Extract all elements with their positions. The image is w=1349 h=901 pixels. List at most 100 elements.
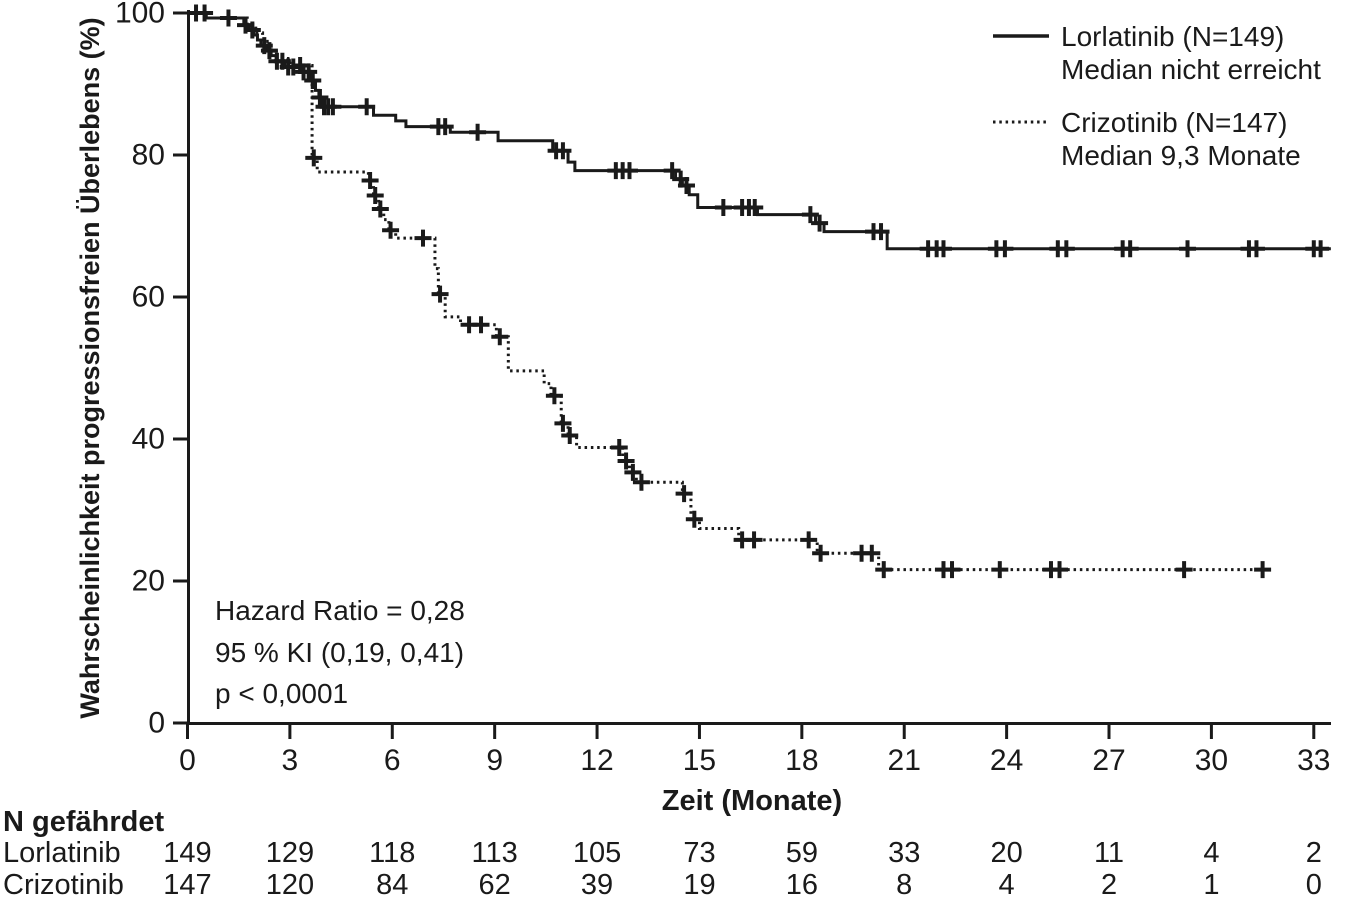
censor-mark-crizotinib xyxy=(1051,561,1069,579)
legend-sublabel-lorlatinib: Median nicht erreicht xyxy=(1061,54,1321,85)
censor-mark-crizotinib xyxy=(632,473,650,491)
x-tick-label: 9 xyxy=(486,744,503,777)
x-tick-label: 33 xyxy=(1297,744,1330,777)
y-tick-label: 20 xyxy=(132,565,165,598)
censor-mark-crizotinib xyxy=(685,510,703,528)
risk-table: N gefährdet Lorlatinib Crizotinib xyxy=(3,806,164,901)
censor-mark-lorlatinib xyxy=(677,177,695,195)
censor-mark-lorlatinib xyxy=(1057,240,1075,258)
x-tick-label: 30 xyxy=(1195,744,1228,777)
censor-mark-lorlatinib xyxy=(196,4,214,22)
risk-value: 20 xyxy=(990,837,1022,869)
censor-mark-crizotinib xyxy=(561,426,579,444)
y-tick-label: 100 xyxy=(115,0,165,30)
risk-value: 11 xyxy=(1094,837,1124,869)
risk-value: 84 xyxy=(376,869,408,901)
legend-sublabel-crizotinib: Median 9,3 Monate xyxy=(1061,140,1301,171)
censor-mark-crizotinib xyxy=(382,221,400,239)
censor-mark-lorlatinib xyxy=(620,162,638,180)
risk-value: 113 xyxy=(472,837,518,869)
risk-value: 2 xyxy=(1101,869,1117,901)
x-tick-label: 27 xyxy=(1092,744,1125,777)
censor-mark-crizotinib xyxy=(745,531,763,549)
risk-value: 2 xyxy=(1306,837,1322,869)
risk-value: 4 xyxy=(999,869,1015,901)
censor-mark-lorlatinib xyxy=(1179,240,1197,258)
censor-mark-crizotinib xyxy=(863,544,881,562)
censor-mark-crizotinib xyxy=(943,561,961,579)
censor-mark-lorlatinib xyxy=(996,240,1014,258)
axes: 0 20 40 60 80 100 0 3 6 9 12 15 18 21 24 27 30 33 xyxy=(115,0,1331,777)
hazard-ratio-text: Hazard Ratio = 0,28 xyxy=(215,595,465,626)
p-value-text: p < 0,0001 xyxy=(215,678,348,709)
censor-mark-lorlatinib xyxy=(311,88,329,106)
y-tick-label: 60 xyxy=(132,281,165,314)
censor-mark-lorlatinib xyxy=(436,118,454,136)
risk-value: 129 xyxy=(266,837,314,869)
censor-mark-crizotinib xyxy=(610,439,628,457)
risk-value: 59 xyxy=(786,837,818,869)
censor-mark-lorlatinib xyxy=(663,162,681,180)
censor-mark-crizotinib xyxy=(291,57,309,75)
censor-mark-lorlatinib xyxy=(469,123,487,141)
censor-mark-lorlatinib xyxy=(714,199,732,217)
x-tick-label: 15 xyxy=(683,744,716,777)
risk-row-label-lorlatinib: Lorlatinib xyxy=(3,837,121,869)
censor-mark-lorlatinib xyxy=(300,63,318,81)
risk-value: 39 xyxy=(581,869,613,901)
y-axis-title: Wahrscheinlichkeit progressionsfreien Üb… xyxy=(75,17,105,718)
censor-mark-lorlatinib xyxy=(872,223,890,241)
risk-value: 33 xyxy=(888,837,920,869)
censor-mark-crizotinib xyxy=(875,561,893,579)
risk-value: 16 xyxy=(786,869,818,901)
censor-mark-crizotinib xyxy=(554,414,572,432)
censor-mark-lorlatinib xyxy=(324,98,342,116)
x-tick-label: 3 xyxy=(282,744,299,777)
x-tick-label: 21 xyxy=(888,744,921,777)
x-tick-label: 0 xyxy=(179,744,196,777)
censor-mark-crizotinib xyxy=(431,285,449,303)
censor-mark-crizotinib xyxy=(624,463,642,481)
legend: Lorlatinib (N=149) Median nicht erreicht… xyxy=(993,21,1321,171)
censor-mark-lorlatinib xyxy=(811,214,829,232)
censor-mark-lorlatinib xyxy=(801,206,819,224)
stats-annotation: Hazard Ratio = 0,28 95 % KI (0,19, 0,41)… xyxy=(215,595,465,709)
censor-mark-lorlatinib xyxy=(746,199,764,217)
y-tick-label: 80 xyxy=(132,139,165,172)
censor-mark-crizotinib xyxy=(366,186,384,204)
censor-mark-crizotinib xyxy=(371,200,389,218)
legend-label-lorlatinib: Lorlatinib (N=149) xyxy=(1061,21,1284,52)
censor-mark-crizotinib xyxy=(991,561,1009,579)
censor-mark-crizotinib xyxy=(414,229,432,247)
censor-mark-lorlatinib xyxy=(1247,240,1265,258)
censor-mark-crizotinib xyxy=(491,328,509,346)
risk-table-title: N gefährdet xyxy=(3,806,164,838)
censor-mark-crizotinib xyxy=(472,316,490,334)
censor-mark-crizotinib xyxy=(812,544,830,562)
x-axis-title: Zeit (Monate) xyxy=(662,785,842,817)
x-tick-label: 24 xyxy=(990,744,1023,777)
censor-mark-crizotinib xyxy=(1254,561,1272,579)
risk-value: 118 xyxy=(369,837,415,869)
risk-value: 62 xyxy=(479,869,511,901)
risk-row-label-crizotinib: Crizotinib xyxy=(3,869,124,901)
x-tick-label: 12 xyxy=(580,744,613,777)
risk-value: 120 xyxy=(266,869,314,901)
km-curve-lorlatinib xyxy=(187,11,1331,251)
risk-value: 0 xyxy=(1306,869,1322,901)
risk-value: 105 xyxy=(573,837,621,869)
censor-mark-lorlatinib xyxy=(1312,240,1330,258)
confidence-interval-text: 95 % KI (0,19, 0,41) xyxy=(215,637,464,668)
risk-value: 147 xyxy=(163,869,211,901)
censor-mark-lorlatinib xyxy=(934,240,952,258)
x-tick-label: 18 xyxy=(785,744,818,777)
x-tick-label: 6 xyxy=(384,744,401,777)
censor-mark-crizotinib xyxy=(361,172,379,190)
risk-value: 8 xyxy=(896,869,912,901)
censor-mark-crizotinib xyxy=(1175,561,1193,579)
risk-value: 19 xyxy=(683,869,715,901)
km-curve-crizotinib xyxy=(187,11,1270,572)
